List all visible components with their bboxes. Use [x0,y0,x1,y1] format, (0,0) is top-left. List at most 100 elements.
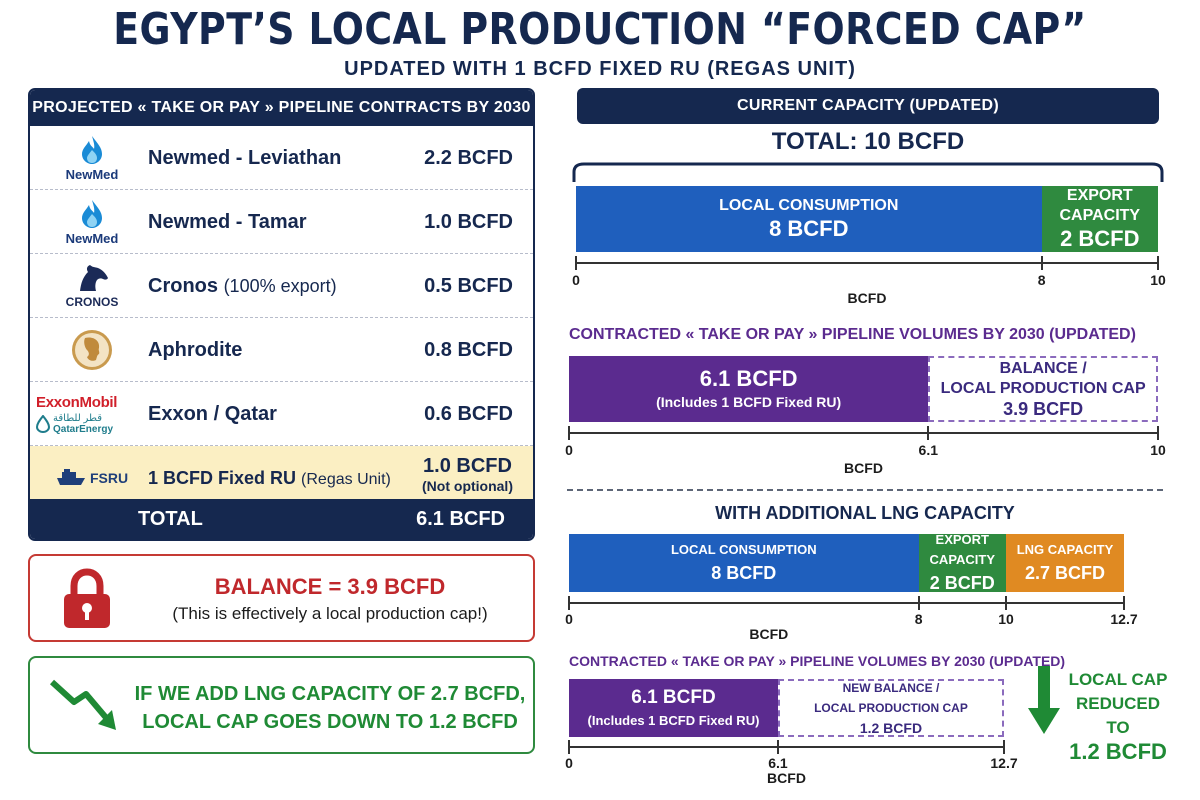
x-tick-label: 0 [565,611,573,627]
table-row: NewMed Newmed - Leviathan 2.2 BCFD [30,126,533,190]
aphrodite-logo [44,324,140,376]
lng-section-title: WITH ADDITIONAL LNG CAPACITY [715,503,1015,523]
chart-bar-segment: LNG CAPACITY 2.7 BCFD [1006,534,1124,592]
balance-headline: BALANCE = 3.9 BCFD [214,574,446,599]
flame-icon [82,199,102,228]
x-axis-tick [1157,256,1159,270]
qatarenergy-logo-text: QatarEnergy [53,423,114,435]
x-tick-label: 10 [998,611,1014,627]
x-axis-line [576,262,1158,264]
table-row: Aphrodite 0.8 BCFD [30,318,533,382]
logo-text: NewMed [65,230,119,246]
x-axis-line [569,602,1124,604]
bar-label: LNG CAPACITY [1016,542,1114,557]
total-label: TOTAL [138,508,203,530]
cronos-logo: CRONOS [44,260,140,312]
flame-icon [82,135,102,164]
bar-label: EXPORT CAPACITY [1059,187,1141,224]
contract-name: Aphrodite [148,339,243,361]
bar-value-label: 8 BCFD [769,216,849,241]
chart-bar-segment: EXPORT CAPACITY 2 BCFD [1041,186,1158,252]
contract-value: 2.2 BCFD [424,147,513,169]
ship-icon [56,469,85,485]
chart-bar-segment: NEW BALANCE / LOCAL PRODUCTION CAP 1.2 BCF… [777,679,1004,737]
lng-text-line2: LOCAL CAP GOES DOWN TO 1.2 BCFD [142,711,518,733]
chart-title: CONTRACTED « TAKE OR PAY » PIPELINE VOLU… [569,326,1136,343]
bar-label: LOCAL PRODUCTION CAP [940,380,1146,397]
contract-name: Exxon / Qatar [148,403,277,425]
exxon-qatar-logo: ExxonMobil قطر للطاقة QatarEnergy [36,388,146,440]
droplet-icon [36,414,50,433]
contract-value-text: 1.0 BCFD [423,455,512,477]
logo-text: FSRU [89,470,129,486]
local-cap-line2: REDUCED TO [1075,694,1161,737]
local-cap-line3: 1.2 BCFD [1069,739,1167,764]
x-tick-label: 0 [572,272,580,288]
x-tick-label: 12.7 [990,755,1018,771]
contract-value: 0.5 BCFD [424,275,513,297]
contract-name: 1 BCFD Fixed RU (Regas Unit) [148,446,391,510]
logo-text: CRONOS [65,295,119,309]
local-cap-line1: LOCAL CAP [1068,670,1168,689]
table-row: ExxonMobil قطر للطاقة QatarEnergy Exxon … [30,382,533,446]
contract-value-note: (Not optional) [422,478,513,494]
balance-box: BALANCE = 3.9 BCFD (This is effectively … [28,554,535,642]
x-axis-tick [1157,426,1159,440]
bar-label: 6.1 BCFD [631,687,716,708]
x-axis-label: BCFD [847,290,887,306]
bar-label: EXPORT CAPACITY [929,532,996,567]
chart-bar-segment: LOCAL CONSUMPTION 8 BCFD [569,534,919,592]
x-tick-label: 8 [914,611,923,627]
exxon-logo-text: ExxonMobil [36,393,118,411]
aphrodite-profile-icon [72,330,112,370]
newmed-logo: NewMed [44,196,140,248]
chart-title: CONTRACTED « TAKE OR PAY » PIPELINE VOLU… [569,653,1066,669]
x-axis-tick [927,426,930,440]
bar-label: LOCAL CONSUMPTION [719,197,899,214]
bar-value-label: 1.2 BCFD [859,720,923,736]
contracts-table-header: PROJECTED « TAKE OR PAY » PIPELINE CONTR… [30,90,533,126]
x-axis-tick [917,596,920,610]
contract-name: Newmed - Tamar [148,211,307,233]
lng-text: IF WE ADD LNG CAPACITY OF 2.7 BCFD, LOCA… [130,680,530,736]
page-title: EGYPT’S LOCAL PRODUCTION “FORCED CAP” [113,4,1087,55]
contract-value: 0.8 BCFD [424,339,513,361]
table-total-row: TOTAL 6.1 BCFD [30,499,533,539]
total-value: 6.1 BCFD [416,508,505,530]
section-divider [567,489,1163,491]
x-axis-tick [1123,596,1125,610]
x-axis-tick [568,740,570,754]
bar-label: NEW BALANCE / [842,681,940,695]
contract-name-text: Cronos [148,275,218,297]
chart-bar-segment: BALANCE / LOCAL PRODUCTION CAP 3.9 BCFD [928,356,1158,422]
bar-value-label: (Includes 1 BCFD Fixed RU) [587,713,760,728]
bar-value-label: 2.7 BCFD [1024,563,1105,583]
current-capacity-header: CURRENT CAPACITY (UPDATED) [577,88,1159,124]
x-tick-label: 8 [1037,272,1046,288]
bar-value-label: 2 BCFD [929,573,995,593]
qatarenergy-arabic-text: قطر للطاقة [53,412,103,424]
bar-label: LOCAL CONSUMPTION [670,542,817,557]
chart-bar-segment: LOCAL CONSUMPTION 8 BCFD [576,186,1042,252]
lng-text-line1: IF WE ADD LNG CAPACITY OF 2.7 BCFD, [134,683,526,705]
down-arrow-icon [1028,666,1060,734]
x-axis-label: BCFD [844,460,883,476]
contracts-table: PROJECTED « TAKE OR PAY » PIPELINE CONTR… [28,88,535,541]
x-tick-label: 6.1 [918,442,939,458]
lng-box: IF WE ADD LNG CAPACITY OF 2.7 BCFD, LOCA… [28,656,535,754]
bar-label: 6.1 BCFD [699,366,798,391]
chart-bar-segment: EXPORT CAPACITY 2 BCFD [918,532,1006,593]
bar-value-label: 3.9 BCFD [1003,399,1084,419]
x-axis-label: BCFD [749,626,789,642]
bar-label: BALANCE / [999,360,1087,377]
contract-value: 0.6 BCFD [424,403,513,425]
x-axis-line [569,432,1158,434]
contract-note: (Regas Unit) [301,471,391,488]
x-axis-label: BCFD [767,770,806,786]
lock-icon [64,568,110,628]
contract-note: (100% export) [223,276,337,296]
chart-bar-segment: 6.1 BCFD (Includes 1 BCFD Fixed RU) [569,356,929,422]
balance-text: (This is effectively a local production … [172,604,488,623]
total-capacity: TOTAL: 10 BCFD [771,128,965,155]
x-tick-label: 12.7 [1110,611,1138,627]
